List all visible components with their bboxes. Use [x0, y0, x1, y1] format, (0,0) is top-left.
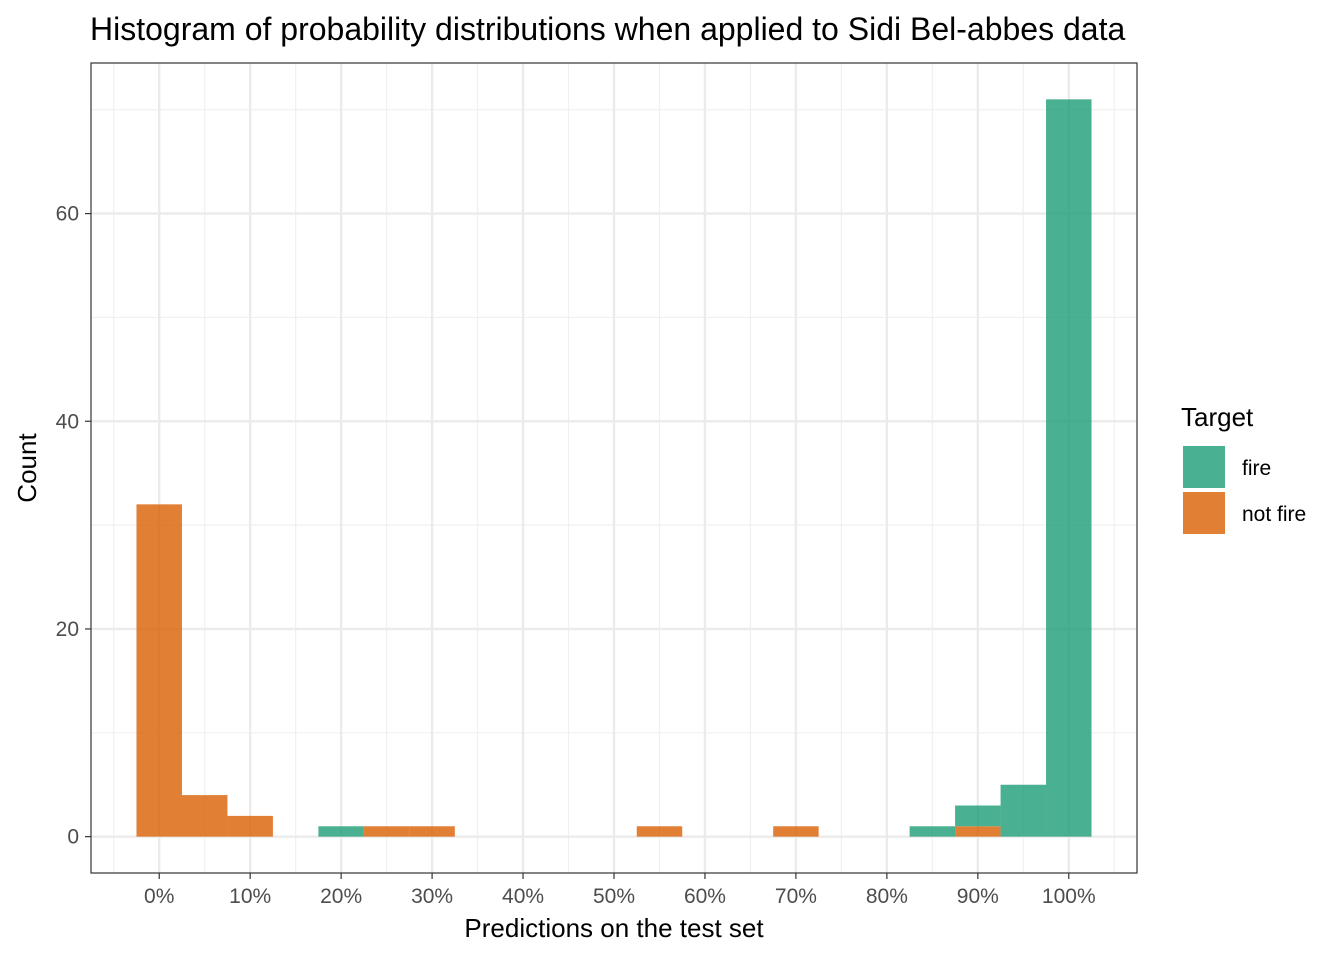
y-tick-label: 40 [56, 410, 79, 433]
histogram-bar-not-fire [181, 795, 228, 837]
y-tick-label: 60 [56, 203, 79, 226]
x-tick-label: 30% [411, 885, 453, 908]
legend-key-not-fire [1183, 492, 1225, 534]
histogram-bar-not-fire [409, 826, 455, 837]
x-tick-label: 40% [502, 885, 544, 908]
y-axis-title: Count [12, 433, 42, 503]
x-tick-label: 0% [144, 885, 174, 908]
histogram-bar-fire [1000, 784, 1047, 837]
histogram-bar-not-fire [363, 826, 410, 837]
x-tick-label: 50% [593, 885, 635, 908]
histogram-bar-fire [318, 826, 364, 837]
x-tick-label: 90% [957, 885, 999, 908]
histogram-bar-not-fire [955, 826, 1001, 837]
histogram-bar-not-fire [136, 504, 182, 837]
legend-key-fire [1183, 446, 1225, 488]
x-tick-label: 20% [320, 885, 362, 908]
histogram-bar-not-fire [636, 826, 683, 837]
x-axis-title: Predictions on the test set [464, 913, 764, 943]
legend-label-fire: fire [1242, 457, 1271, 480]
histogram-bar-fire [1046, 99, 1092, 837]
x-tick-label: 60% [684, 885, 726, 908]
histogram-bar-not-fire [773, 826, 819, 837]
x-tick-label: 100% [1042, 885, 1096, 908]
x-tick-label: 70% [775, 885, 817, 908]
legend-label-not-fire: not fire [1242, 503, 1306, 526]
y-tick-label: 0 [67, 826, 79, 849]
x-tick-label: 80% [866, 885, 908, 908]
chart-title: Histogram of probability distributions w… [90, 11, 1125, 47]
histogram-bar-not-fire [227, 815, 273, 837]
y-tick-label: 20 [56, 618, 79, 641]
legend-title: Target [1181, 402, 1254, 432]
x-tick-label: 10% [229, 885, 271, 908]
plot-panel: 0% 10% 20% 30% 40% 50% 60% 70% 80% 90% 100% 0 20 40 60 [56, 62, 1138, 908]
histogram-bar-fire [909, 826, 956, 837]
legend: Target fire not fire [1181, 402, 1306, 534]
histogram-bar-fire [955, 805, 1001, 827]
